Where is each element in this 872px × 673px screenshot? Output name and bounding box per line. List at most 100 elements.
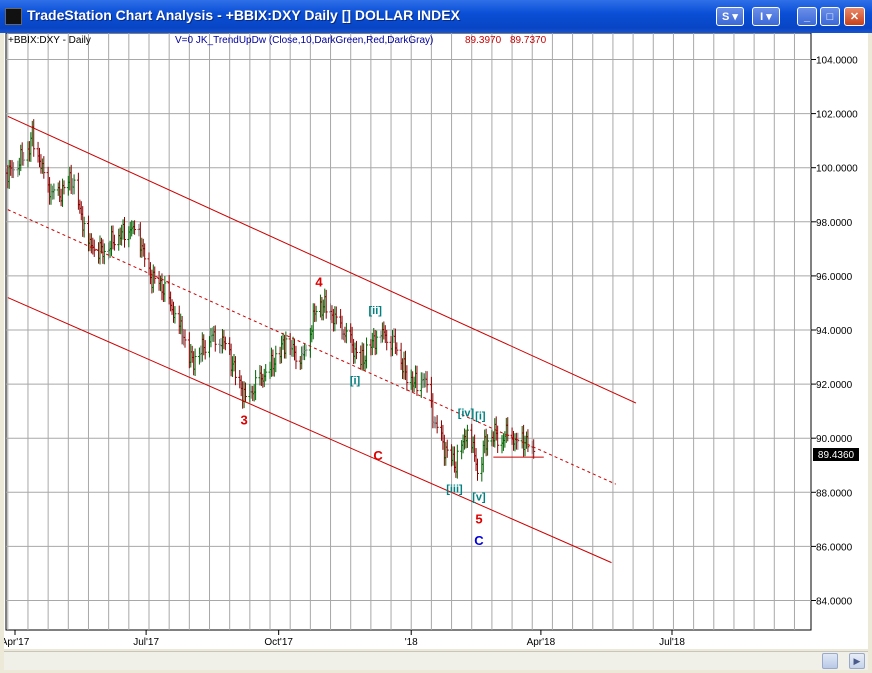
ohlc-bar — [254, 370, 258, 401]
x-tick-label: Apr'18 — [527, 637, 556, 648]
x-tick-label: Jul'18 — [659, 637, 685, 648]
channel-upper-line — [7, 115, 637, 404]
ohlc-bar — [395, 342, 399, 356]
scroll-right-button[interactable]: ▶ — [849, 653, 865, 669]
ohlc-bar — [445, 439, 449, 458]
price-chart[interactable]: 43[ii][i]C[iv] [i][iii][v]5C 84.000086.00… — [1, 32, 868, 649]
ohlc-bar — [163, 276, 167, 302]
ohlc-bar — [72, 174, 76, 195]
indicator-value-1: 89.3970 — [465, 35, 502, 46]
ohlc-bar — [244, 382, 248, 403]
wave-label: C — [373, 448, 383, 463]
ohlc-bar — [112, 234, 116, 251]
plot-frame — [5, 32, 812, 631]
ohlc-bar — [12, 162, 16, 179]
wave-label: C — [474, 533, 484, 548]
channel-lines — [7, 115, 637, 564]
wave-label: 3 — [240, 413, 247, 428]
last-price-label: 89.4360 — [818, 450, 855, 461]
ohlc-bar — [284, 331, 288, 359]
wave-label: [i] — [475, 410, 486, 422]
ohlc-bar — [365, 337, 369, 369]
wave-label: [v] — [472, 491, 486, 503]
ohlc-bar — [233, 356, 237, 386]
ohlc-bar — [193, 348, 197, 376]
indicator-label: V=0 JK_TrendUpDw (Close,10,DarkGreen,Red… — [175, 35, 433, 46]
ohlc-bar — [133, 220, 137, 235]
y-tick-label: 98.0000 — [816, 218, 853, 229]
ohlc-bar — [375, 330, 379, 355]
y-tick-label: 102.0000 — [816, 110, 858, 121]
ohlc-bar — [354, 340, 358, 360]
s-menu-label: S — [722, 11, 730, 23]
time-axis: Apr'17 Jul'17 Oct'17 '18 Apr'18 Jul'18 — [1, 630, 685, 648]
x-tick-label: Apr'17 — [4, 637, 30, 648]
indicator-value-2: 89.7370 — [510, 35, 547, 46]
last-price-box — [813, 448, 859, 461]
ohlc-bar — [264, 364, 268, 382]
ohlc-bar — [385, 329, 389, 351]
wave-label: 5 — [475, 511, 482, 526]
close-button[interactable]: ✕ — [844, 7, 865, 26]
ohlc-bar — [22, 151, 26, 166]
ohlc-bar — [435, 415, 439, 434]
window-title: TradeStation Chart Analysis - +BBIX:DXY … — [27, 7, 460, 23]
ohlc-bar — [294, 345, 298, 370]
ohlc-bar — [455, 444, 459, 479]
ohlc-bar — [173, 306, 177, 324]
y-tick-label: 92.0000 — [816, 380, 853, 391]
ohlc-bar — [153, 266, 157, 284]
x-tick-label: Oct'17 — [264, 637, 293, 648]
ohlc-bar — [223, 336, 227, 351]
y-tick-label: 100.0000 — [816, 164, 858, 175]
wave-label: [iii] — [446, 483, 463, 495]
ohlc-bar — [324, 289, 328, 319]
ohlc-bar — [62, 180, 66, 195]
y-tick-label: 86.0000 — [816, 542, 853, 553]
ohlc-bar — [203, 340, 207, 360]
wave-label: 4 — [315, 275, 323, 290]
ohlc-bar — [405, 365, 409, 391]
ohlc-bar — [334, 306, 338, 325]
ohlc-bar — [475, 458, 479, 481]
ohlc-bar — [102, 243, 106, 265]
ohlc-bar — [304, 344, 308, 357]
i-menu-button[interactable]: I ▾ — [752, 7, 780, 26]
y-tick-label: 94.0000 — [816, 326, 853, 337]
channel-lower-line — [7, 297, 612, 564]
ohlc-bar — [92, 239, 96, 257]
ohlc-bar — [425, 371, 429, 393]
ohlc-bar — [465, 424, 469, 448]
app-icon — [5, 8, 22, 25]
grid-lines — [6, 33, 811, 630]
y-tick-label: 88.0000 — [816, 488, 853, 499]
ohlc-bar — [415, 365, 419, 396]
wave-label: [i] — [350, 375, 361, 387]
price-axis: 84.0000 86.0000 88.0000 90.0000 92.0000 94.00… — [811, 56, 858, 608]
price-bars — [6, 119, 536, 482]
wave-labels: 43[ii][i]C[iv] [i][iii][v]5C — [240, 275, 486, 548]
y-tick-label: 96.0000 — [816, 272, 853, 283]
x-tick-label: Jul'17 — [133, 637, 159, 648]
ohlc-bar — [486, 434, 490, 456]
maximize-button[interactable]: □ — [820, 7, 840, 26]
ohlc-bar — [52, 183, 56, 200]
ohlc-bar — [213, 325, 217, 352]
s-menu-button[interactable]: S ▾ — [716, 7, 744, 26]
x-tick-label: '18 — [405, 637, 418, 648]
ohlc-bar — [274, 345, 278, 373]
ohlc-bar — [123, 217, 126, 248]
minimize-button[interactable]: _ — [797, 7, 817, 26]
ohlc-bar — [143, 243, 147, 267]
wave-label: [ii] — [368, 305, 382, 317]
i-menu-label: I — [760, 11, 764, 23]
y-tick-label: 84.0000 — [816, 597, 853, 608]
ohlc-bar — [496, 425, 500, 454]
horizontal-scrollbar[interactable]: ▶ — [4, 651, 868, 670]
chart-area[interactable]: 4 3 [ii] [i] C [iv] [i] [iii] [v] 5 C 84.0000 86.00… — [1, 32, 868, 649]
scroll-thumb[interactable] — [822, 653, 838, 669]
ohlc-bar — [82, 216, 86, 238]
symbol-label: +BBIX:DXY - Daily — [8, 35, 91, 46]
title-bar: TradeStation Chart Analysis - +BBIX:DXY … — [0, 0, 872, 33]
y-tick-label: 104.0000 — [816, 56, 858, 67]
